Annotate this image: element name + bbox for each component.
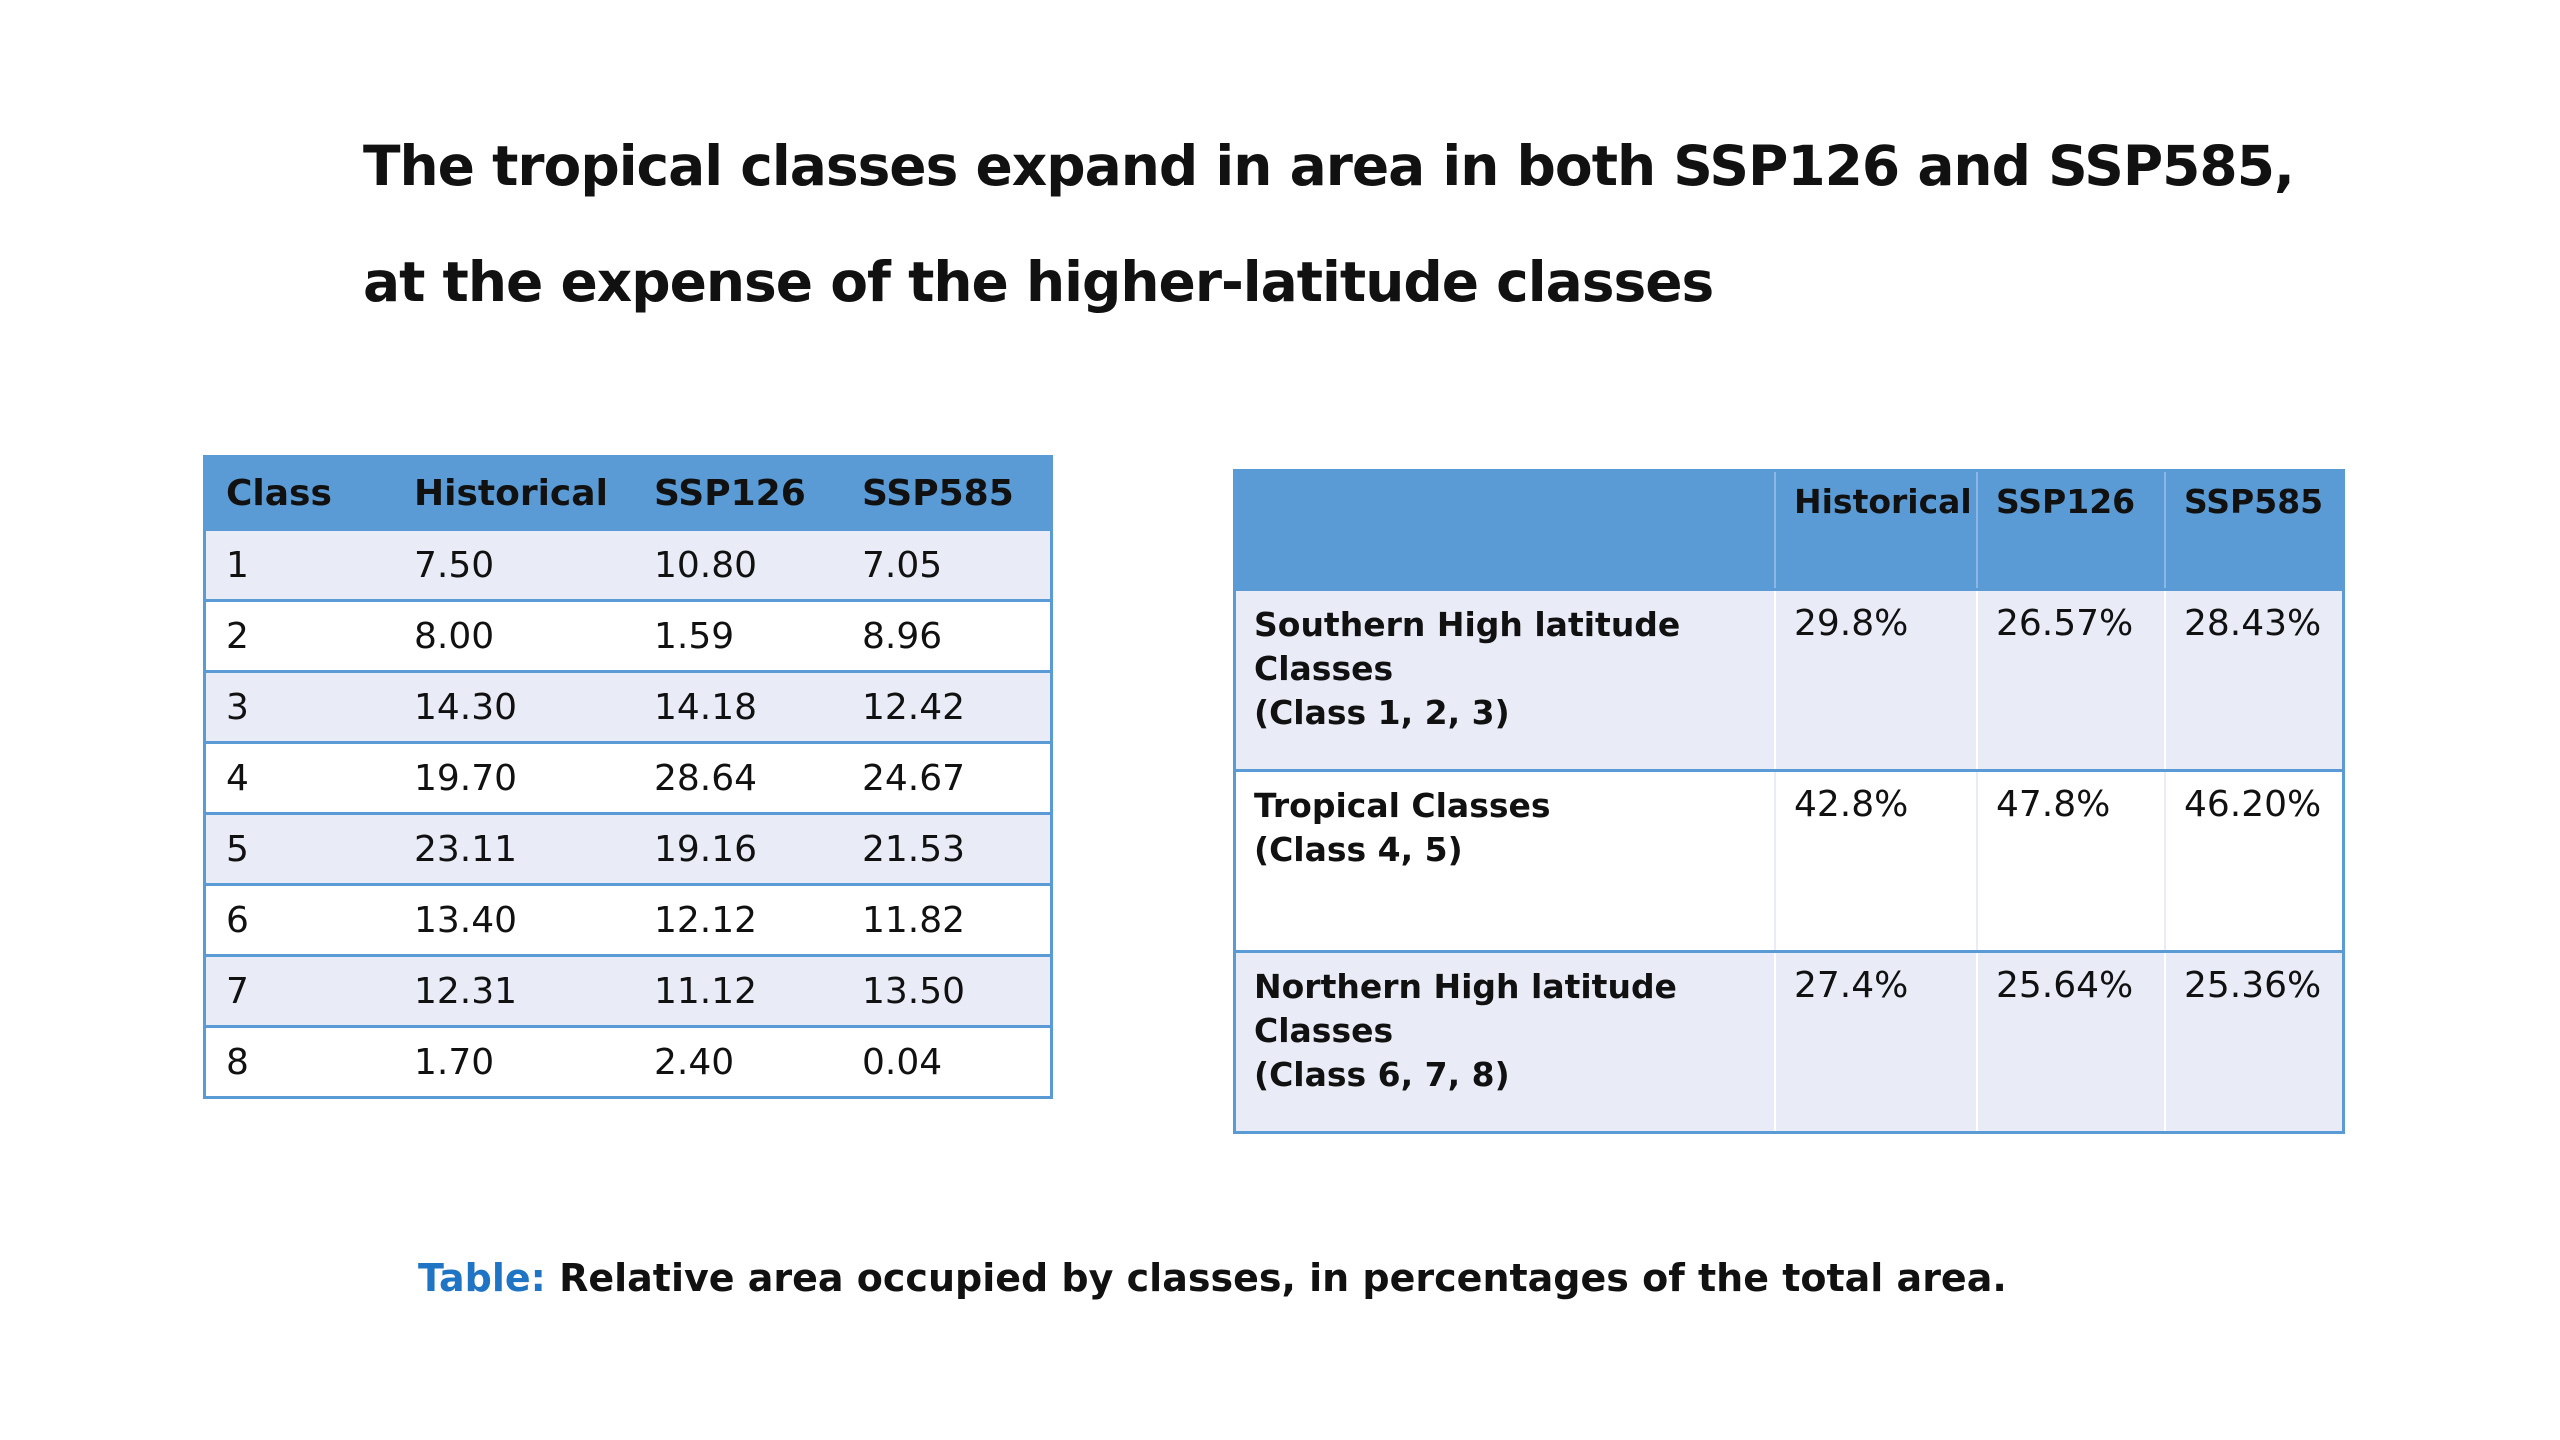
ssp126-cell: 26.57% [1977,588,2166,771]
group-classes: (Class 1, 2, 3) [1254,693,1510,732]
ssp585-cell: 7.05 [842,528,1052,601]
class-cell: 1 [204,528,394,601]
historical-cell: 29.8% [1775,588,1978,771]
group-table-header-row: Historical SSP126 SSP585 [1234,470,2344,590]
historical-cell: 23.11 [394,812,634,885]
class-cell: 5 [204,812,394,885]
group-label: Tropical Classes [1254,786,1551,825]
class-cell: 8 [204,1025,394,1098]
table-row: 7 12.31 11.12 13.50 [204,954,1052,1027]
ssp585-cell: 21.53 [842,812,1052,885]
table-row: 3 14.30 14.18 12.42 [204,670,1052,743]
table-row: 6 13.40 12.12 11.82 [204,883,1052,956]
ssp126-cell: 28.64 [634,741,842,814]
historical-cell: 7.50 [394,528,634,601]
ssp126-cell: 12.12 [634,883,842,956]
slide-title: The tropical classes expand in area in b… [363,108,2363,340]
latitude-group-table: Historical SSP126 SSP585 Southern High l… [1233,469,2345,1134]
class-table-header-ssp585: SSP585 [862,472,1014,514]
caption-prefix: Table: [418,1256,546,1300]
slide-title-line-1: The tropical classes expand in area in b… [363,134,2295,198]
table-caption: Table: Relative area occupied by classes… [418,1256,2007,1300]
ssp126-cell: 1.59 [634,599,842,672]
class-table-header-ssp126: SSP126 [654,472,806,514]
ssp585-cell: 25.36% [2165,950,2344,1133]
ssp585-cell: 12.42 [842,670,1052,743]
table-row: 2 8.00 1.59 8.96 [204,599,1052,672]
table-row: 8 1.70 2.40 0.04 [204,1025,1052,1098]
ssp585-cell: 11.82 [842,883,1052,956]
class-area-table: Class Historical SSP126 SSP585 1 7.50 10… [203,455,1053,1099]
group-label-cell: Tropical Classes (Class 4, 5) [1234,769,1776,952]
group-table-header-historical: Historical [1775,470,1978,590]
historical-cell: 27.4% [1775,950,1978,1133]
group-classes: (Class 4, 5) [1254,830,1463,869]
group-label: Southern High latitude Classes [1254,605,1681,688]
ssp585-cell: 0.04 [842,1025,1052,1098]
class-table-header-class: Class [226,472,332,514]
ssp126-cell: 2.40 [634,1025,842,1098]
historical-cell: 1.70 [394,1025,634,1098]
historical-cell: 12.31 [394,954,634,1027]
historical-cell: 13.40 [394,883,634,956]
ssp585-cell: 13.50 [842,954,1052,1027]
table-row: Tropical Classes (Class 4, 5) 42.8% 47.8… [1234,769,2344,952]
class-cell: 3 [204,670,394,743]
table-row: 4 19.70 28.64 24.67 [204,741,1052,814]
group-classes: (Class 6, 7, 8) [1254,1055,1510,1094]
ssp585-cell: 24.67 [842,741,1052,814]
group-label-cell: Southern High latitude Classes (Class 1,… [1234,588,1776,771]
ssp126-cell: 11.12 [634,954,842,1027]
class-cell: 4 [204,741,394,814]
class-table-header-row: Class Historical SSP126 SSP585 [204,456,1052,530]
historical-cell: 14.30 [394,670,634,743]
ssp126-cell: 19.16 [634,812,842,885]
group-table-header-ssp585: SSP585 [2184,482,2324,521]
ssp585-cell: 28.43% [2165,588,2344,771]
ssp126-cell: 47.8% [1977,769,2166,952]
ssp585-cell: 8.96 [842,599,1052,672]
ssp126-cell: 10.80 [634,528,842,601]
class-cell: 2 [204,599,394,672]
ssp126-cell: 25.64% [1977,950,2166,1133]
historical-cell: 19.70 [394,741,634,814]
table-row: Southern High latitude Classes (Class 1,… [1234,588,2344,771]
historical-cell: 42.8% [1775,769,1978,952]
group-label: Northern High latitude Classes [1254,967,1677,1050]
ssp126-cell: 14.18 [634,670,842,743]
ssp585-cell: 46.20% [2165,769,2344,952]
table-row: Northern High latitude Classes (Class 6,… [1234,950,2344,1133]
class-table-header-historical: Historical [414,472,608,514]
slide-title-line-2: at the expense of the higher-latitude cl… [363,250,1714,314]
historical-cell: 8.00 [394,599,634,672]
class-cell: 6 [204,883,394,956]
group-table-header-blank [1234,470,1776,590]
class-cell: 7 [204,954,394,1027]
group-table-header-ssp126: SSP126 [1977,470,2166,590]
group-label-cell: Northern High latitude Classes (Class 6,… [1234,950,1776,1133]
table-row: 5 23.11 19.16 21.53 [204,812,1052,885]
table-row: 1 7.50 10.80 7.05 [204,528,1052,601]
caption-text: Relative area occupied by classes, in pe… [545,1256,2007,1300]
